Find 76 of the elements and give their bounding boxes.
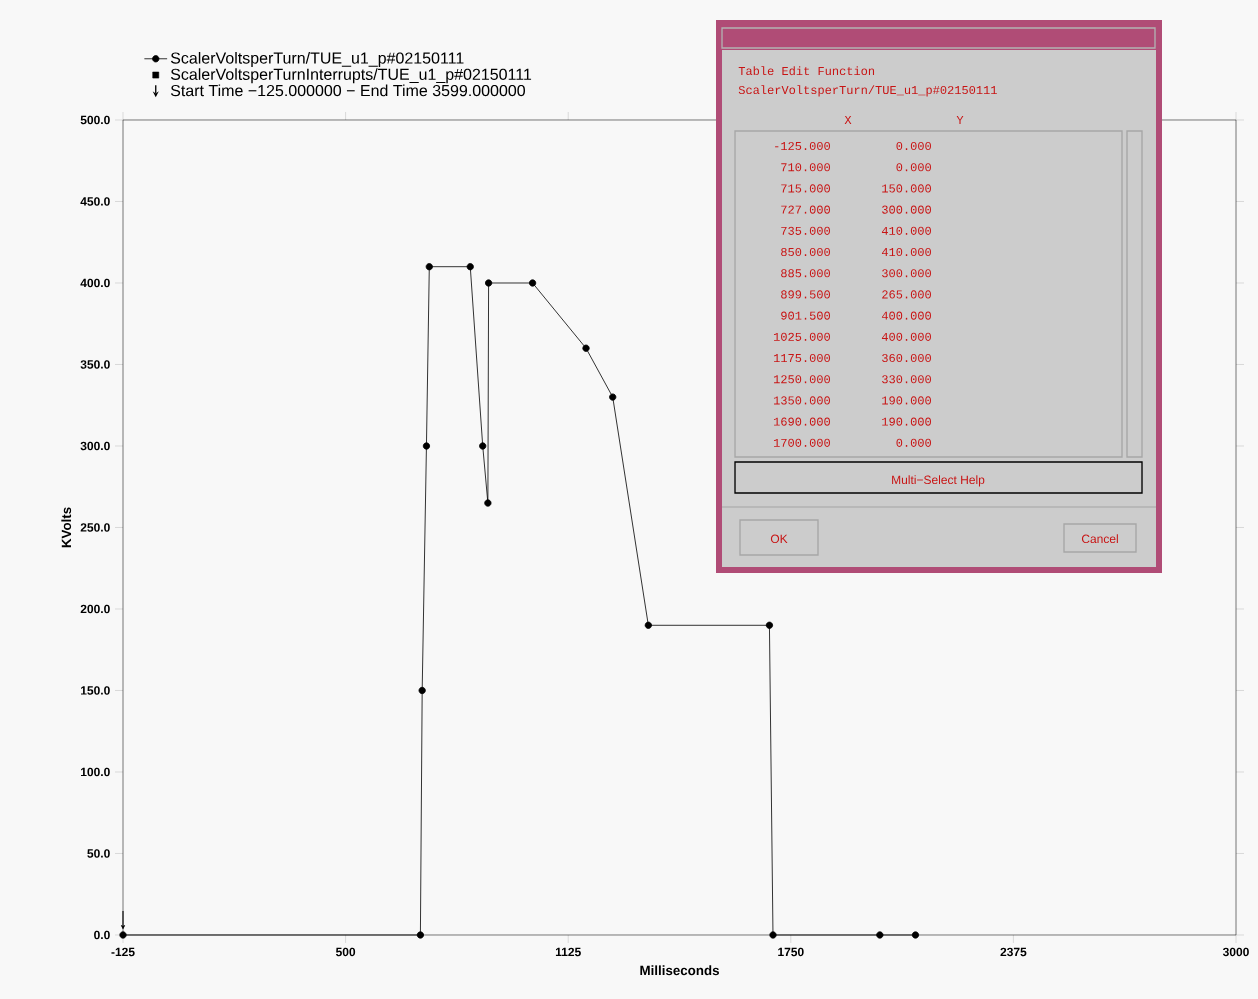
annotation: 727.000	[781, 205, 830, 214]
annotation: 1350.000	[773, 396, 830, 405]
text: ScalerVoltsperTurnInterrupts/TUE_u1_p#02150111	[170, 68, 532, 84]
point	[769, 931, 777, 939]
annotation: 1700.000	[773, 438, 830, 447]
legend-label: ScalerVoltsperTurn/TUE_u1_p#02150111	[170, 51, 464, 67]
annotation: 410.000	[881, 226, 931, 235]
point	[119, 931, 127, 939]
annotation: 360.000	[882, 353, 931, 363]
point	[485, 279, 493, 287]
annotation: 265.000	[882, 290, 931, 299]
annotation: 300.000	[882, 205, 931, 214]
annotation: 901.500	[781, 311, 830, 320]
annotation: Multi−Select Help	[892, 475, 985, 487]
annotation: 715.000	[781, 184, 830, 193]
y-tick-label: 50.0	[87, 849, 110, 858]
point	[422, 442, 431, 450]
annotation: 1690.000	[773, 417, 830, 426]
y-tick-label: 350.0	[80, 360, 110, 369]
x-tick-label: 500	[335, 947, 356, 957]
annotation: 1175.000	[773, 353, 830, 363]
annotation: 1025.000	[773, 332, 830, 341]
annotation: -125.000	[775, 141, 830, 151]
x-tick-label: 1750	[778, 947, 804, 957]
annotation: X	[844, 116, 852, 124]
x-axis-title: Milliseconds	[640, 965, 719, 976]
point	[479, 442, 487, 450]
point	[609, 393, 617, 401]
y-tick-label: 100.0	[81, 767, 110, 777]
y-tick-label: 0.0	[94, 930, 110, 940]
y-tick-label: 300.0	[80, 441, 110, 451]
annotation: 400.000	[881, 311, 931, 320]
text: Table Edit Function	[738, 66, 875, 76]
y-axis-title: KVolts	[61, 507, 72, 548]
annotation: 400.000	[881, 332, 931, 341]
annotation: Y	[956, 116, 964, 124]
annotation: 710.000	[781, 163, 830, 172]
x-tick-label: 3000	[1222, 947, 1249, 957]
point	[911, 931, 920, 939]
annotation: 0.000	[896, 438, 931, 447]
annotation: 885.000	[781, 269, 830, 278]
annotation: OK	[770, 534, 788, 544]
point	[582, 344, 590, 352]
annotation: 1250.000	[773, 375, 830, 384]
point	[528, 279, 537, 287]
point	[876, 931, 884, 939]
annotation: 0.000	[896, 141, 931, 151]
x-tick-label: 2375	[1000, 947, 1027, 957]
y-tick-label: 400.0	[80, 278, 110, 288]
annotation: Cancel	[1081, 534, 1118, 544]
y-tick-label: 500.0	[80, 115, 110, 125]
point	[416, 931, 424, 939]
point	[644, 621, 652, 629]
annotation: 300.000	[882, 269, 931, 278]
y-tick-label: 200.0	[80, 604, 110, 614]
annotation: 0.000	[896, 163, 931, 172]
y-tick-label: 450.0	[80, 197, 110, 206]
annotation: 330.000	[882, 375, 931, 384]
x-tick-label: 1125	[555, 947, 581, 957]
annotation: 410.000	[881, 247, 931, 257]
y-tick-label: 150.0	[81, 686, 110, 695]
annotation: 735.000	[781, 226, 830, 235]
annotation: 190.000	[882, 396, 931, 405]
text: ScalerVoltsperTurn/TUE_u1_p#02150111	[738, 85, 997, 97]
annotation: 150.000	[882, 184, 931, 193]
point	[466, 263, 474, 271]
annotation: 190.000	[882, 417, 931, 426]
point	[425, 263, 433, 271]
y-tick-label: 250.0	[80, 523, 110, 532]
x-tick-label: -125	[111, 947, 135, 957]
text: Start Time −125.000000 − End Time 3599.000000	[170, 84, 526, 97]
point	[418, 686, 426, 695]
point	[765, 621, 774, 629]
annotation: 850.000	[781, 247, 830, 257]
point	[484, 499, 492, 507]
annotation: 899.500	[781, 290, 830, 299]
